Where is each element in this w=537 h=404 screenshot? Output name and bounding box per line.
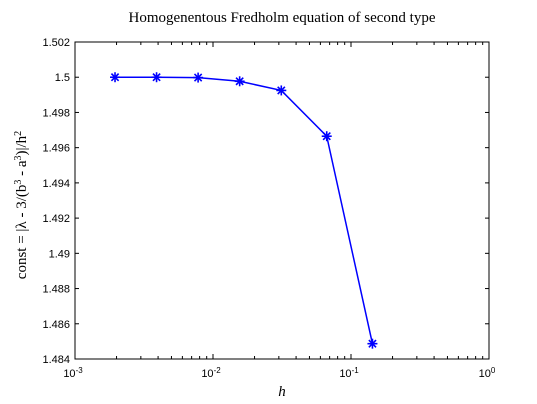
- y-tick-label: 1.502: [42, 37, 70, 49]
- data-point: [321, 131, 332, 142]
- x-tick-label: 10-3: [63, 366, 83, 381]
- y-tick-label: 1.484: [42, 354, 70, 366]
- y-tick-label: 1.496: [42, 143, 70, 155]
- series-layer: [110, 72, 378, 349]
- x-axis: 10-3 10-2 10-1 100: [63, 42, 496, 380]
- chart-title: Homogenentous Fredholm equation of secon…: [128, 10, 435, 26]
- x-tick-base: 10: [201, 368, 213, 380]
- x-tick-label: 100: [479, 366, 496, 381]
- x-tick-base: 10: [339, 368, 351, 380]
- x-tick-base: 10: [63, 368, 75, 380]
- y-tick-label: 1.492: [42, 213, 70, 225]
- data-point: [234, 76, 245, 87]
- data-point: [276, 85, 287, 96]
- data-point: [193, 72, 204, 83]
- x-tick-exp: -1: [352, 366, 360, 375]
- x-tick-exp: 0: [491, 366, 496, 375]
- y-label-exp3: 2: [13, 131, 24, 136]
- y-label-tail: )|/h: [14, 135, 30, 155]
- x-tick-label: 10-1: [339, 366, 359, 381]
- x-tick-exp: -2: [214, 366, 222, 375]
- data-point: [110, 72, 121, 83]
- y-tick-label: 1.49: [49, 248, 70, 260]
- y-label-exp1: 3: [13, 180, 24, 185]
- y-label-mid: - a: [14, 160, 30, 179]
- y-label-main: const = |λ - 3/(b: [14, 185, 30, 280]
- x-tick-base: 10: [479, 368, 491, 380]
- data-point: [367, 338, 378, 349]
- x-tick-exp: -3: [76, 366, 84, 375]
- y-tick-label: 1.494: [42, 178, 70, 190]
- x-axis-label: h: [278, 384, 286, 400]
- data-point: [151, 72, 162, 83]
- y-tick-label: 1.498: [42, 107, 70, 119]
- y-tick-label: 1.486: [42, 319, 70, 331]
- y-tick-label: 1.5: [55, 72, 70, 84]
- y-axis-label: const = |λ - 3/(b3 - a3)|/h2: [13, 131, 31, 279]
- y-axis: 1.484 1.486 1.488 1.49 1.492 1.494 1.496 1.498 1…: [42, 37, 489, 366]
- y-label-exp2: 3: [13, 155, 24, 160]
- x-tick-label: 10-2: [201, 366, 221, 381]
- y-tick-label: 1.488: [42, 284, 70, 296]
